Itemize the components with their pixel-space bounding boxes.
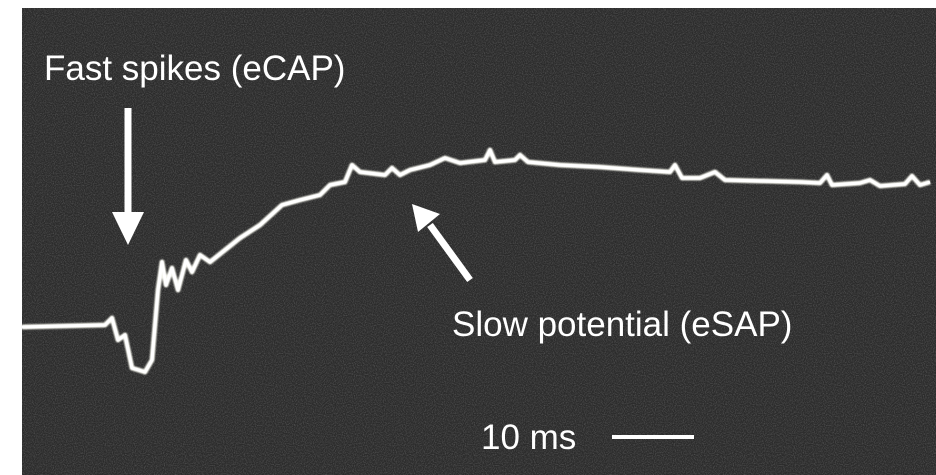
page: Fast spikes (eCAP) Slow potential (eSAP)…	[0, 0, 936, 475]
slow-potential-label: Slow potential (eSAP)	[452, 305, 792, 344]
fast-spikes-label: Fast spikes (eCAP)	[44, 49, 345, 88]
scale-bar-label: 10 ms	[481, 418, 576, 457]
figure: Fast spikes (eCAP) Slow potential (eSAP)…	[0, 0, 936, 475]
